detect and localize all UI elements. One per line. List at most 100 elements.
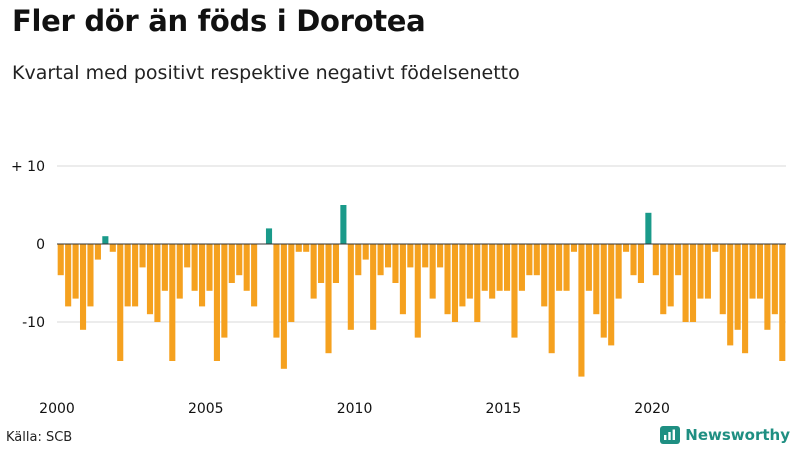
bar-negative <box>481 244 488 291</box>
bar-negative <box>511 244 518 338</box>
bar-negative <box>652 244 659 276</box>
bar-negative <box>243 244 250 291</box>
bar-chart: + 10 0 -10 2000 2005 2010 2015 2020 <box>11 159 786 417</box>
bar-negative <box>399 244 406 315</box>
bar-negative <box>630 244 637 276</box>
bar-negative <box>124 244 131 307</box>
bar-negative <box>146 244 154 315</box>
bar-negative <box>362 244 369 260</box>
bar-negative <box>504 244 511 291</box>
bar-negative <box>548 244 555 354</box>
bar-negative <box>719 244 726 315</box>
bar-negative <box>384 244 392 268</box>
x-tick-label: 2005 <box>188 401 224 417</box>
x-tick-label: 2020 <box>634 401 670 417</box>
bar-negative <box>161 244 168 291</box>
bar-negative <box>318 244 325 283</box>
bar-negative <box>600 244 607 338</box>
bar-negative <box>117 244 124 361</box>
bar-negative <box>734 244 741 330</box>
source-note: Källa: SCB <box>6 430 73 445</box>
bar-negative <box>414 244 421 338</box>
bar-negative <box>496 244 503 291</box>
bar-positive <box>340 205 347 244</box>
bar-negative <box>697 244 704 299</box>
bar-negative <box>518 244 525 291</box>
bar-negative <box>429 244 436 299</box>
bar-negative <box>94 244 101 260</box>
bar-negative <box>132 244 139 307</box>
bar-negative <box>749 244 756 299</box>
x-tick-label: 2010 <box>337 401 373 417</box>
bar-negative <box>332 244 339 283</box>
bar-negative <box>689 244 697 322</box>
bar-negative <box>556 244 563 291</box>
bar-negative <box>236 244 243 276</box>
bar-negative <box>623 244 630 252</box>
bar-negative <box>563 244 570 291</box>
bar-negative <box>570 244 578 252</box>
bar-positive <box>645 212 652 244</box>
bar-negative <box>87 244 94 307</box>
brand-logo[interactable]: Newsworthy <box>660 426 790 444</box>
y-tick-label: + 10 <box>11 159 45 175</box>
bar-negative <box>474 244 481 322</box>
bar-negative <box>325 244 332 354</box>
bar-negative <box>533 244 540 276</box>
newsworthy-logo-icon <box>660 426 681 444</box>
bar-negative <box>72 244 79 299</box>
bar-negative <box>541 244 548 307</box>
bar-negative <box>451 244 459 322</box>
bar-negative <box>407 244 414 268</box>
bar-negative <box>660 244 667 315</box>
bar-negative <box>704 244 711 299</box>
bar-negative <box>466 244 473 299</box>
bar-negative <box>221 244 228 338</box>
y-tick-label: -10 <box>22 315 45 331</box>
bar-negative <box>273 244 280 338</box>
bar-positive <box>265 228 273 244</box>
bar-negative <box>727 244 734 346</box>
bar-negative <box>228 244 235 283</box>
bar-negative <box>169 244 176 361</box>
bar-negative <box>526 244 533 276</box>
bar-negative <box>742 244 749 354</box>
bar-negative <box>764 244 771 330</box>
bar-negative <box>176 244 183 299</box>
bar-negative <box>578 244 585 377</box>
bar-negative <box>199 244 206 307</box>
bar-negative <box>355 244 362 276</box>
bar-negative <box>191 244 198 291</box>
bar-negative <box>437 244 444 268</box>
grid-layer <box>57 165 786 323</box>
bar-negative <box>712 244 719 252</box>
bar-negative <box>593 244 600 315</box>
bar-negative <box>756 244 764 299</box>
bar-negative <box>444 244 451 315</box>
chart-subtitle: Kvartal med positivt respektive negativt… <box>12 62 520 84</box>
bar-negative <box>310 244 317 299</box>
bar-negative <box>79 244 87 330</box>
bar-negative <box>280 244 287 369</box>
bar-negative <box>771 244 778 315</box>
bar-negative <box>370 244 377 330</box>
bar-negative <box>779 244 786 361</box>
brand-name: Newsworthy <box>685 426 790 444</box>
bar-negative <box>615 244 622 299</box>
y-tick-label: 0 <box>36 237 45 253</box>
bar-negative <box>459 244 466 307</box>
bar-negative <box>303 244 310 252</box>
chart-title: Fler dör än föds i Dorotea <box>12 4 426 38</box>
bar-negative <box>422 244 429 268</box>
bar-positive <box>102 236 109 244</box>
bar-negative <box>675 244 682 276</box>
bar-negative <box>295 244 302 252</box>
x-tick-label: 2015 <box>486 401 522 417</box>
bar-negative <box>109 244 116 252</box>
bar-negative <box>347 244 354 330</box>
bar-negative <box>637 244 644 283</box>
bar-negative <box>57 244 64 276</box>
bar-negative <box>585 244 592 291</box>
bar-negative <box>682 244 689 322</box>
bar-negative <box>251 244 258 307</box>
